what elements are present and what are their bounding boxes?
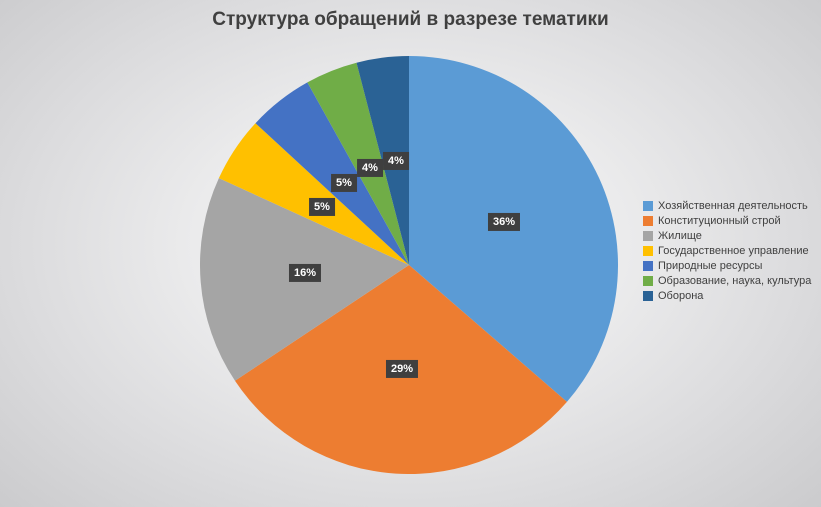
legend-item: Оборона	[643, 288, 811, 303]
pie-slice-5	[255, 82, 409, 266]
legend-label: Государственное управление	[658, 244, 809, 257]
legend-item: Государственное управление	[643, 243, 811, 258]
legend-label: Конституционный строй	[658, 214, 781, 227]
legend-label: Хозяйственная деятельность	[658, 199, 808, 212]
legend-swatch-icon	[643, 215, 653, 226]
chart-title: Структура обращений в разрезе тематики	[212, 9, 609, 30]
pie-slice-4	[218, 123, 409, 265]
data-label: 36%	[487, 212, 521, 232]
data-label: 4%	[383, 151, 409, 171]
legend-swatch-icon	[643, 245, 653, 256]
pie-chart	[200, 56, 618, 474]
legend-label: Жилище	[658, 229, 702, 242]
legend-item: Природные ресурсы	[643, 258, 811, 273]
data-label: 4%	[357, 158, 383, 178]
data-label: 5%	[309, 197, 335, 217]
legend-swatch-icon	[643, 260, 653, 271]
data-label: 16%	[288, 263, 322, 283]
legend-swatch-icon	[643, 200, 653, 211]
legend-label: Оборона	[658, 289, 704, 302]
data-label: 5%	[331, 173, 357, 193]
legend: Хозяйственная деятельность Конституционны…	[643, 198, 811, 303]
legend-item: Образование, наука, культура	[643, 273, 811, 288]
legend-label: Природные ресурсы	[658, 259, 763, 272]
legend-swatch-icon	[643, 290, 653, 301]
legend-item: Хозяйственная деятельность	[643, 198, 811, 213]
data-label: 29%	[385, 359, 419, 379]
legend-swatch-icon	[643, 230, 653, 241]
legend-swatch-icon	[643, 275, 653, 286]
legend-item: Жилище	[643, 228, 811, 243]
legend-label: Образование, наука, культура	[658, 274, 812, 287]
legend-item: Конституционный строй	[643, 213, 811, 228]
